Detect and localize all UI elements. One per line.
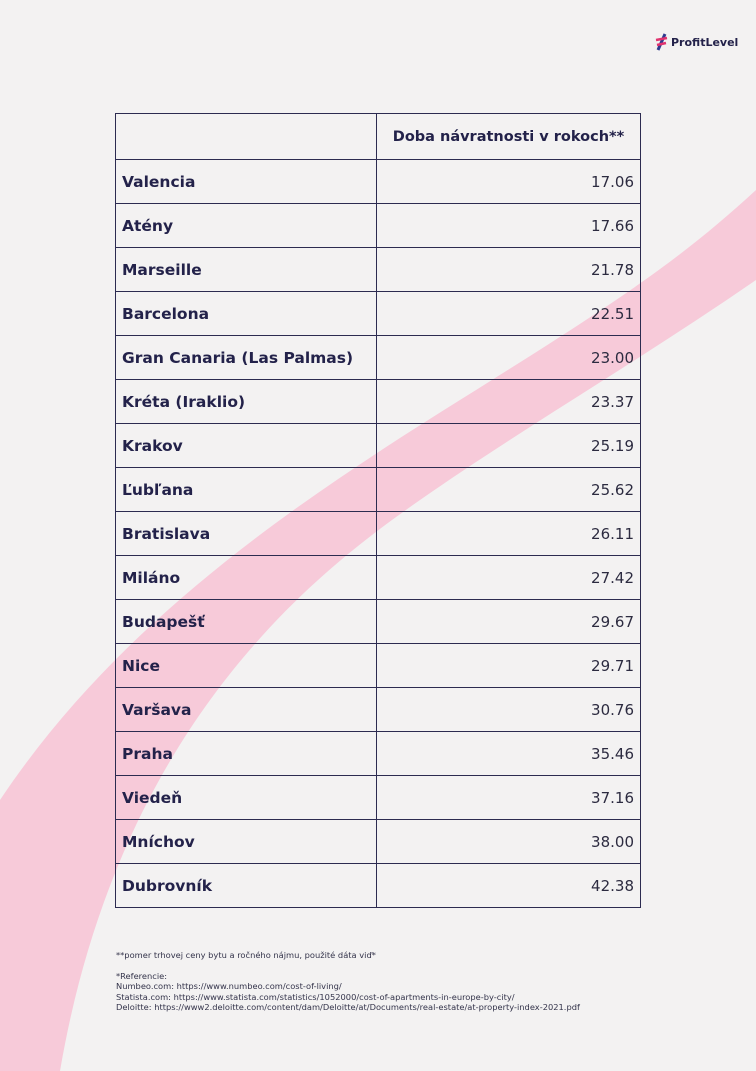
city-cell: Dubrovník	[115, 863, 377, 908]
table-row: Viedeň 37.16	[115, 775, 641, 820]
footnotes: **pomer trhovej ceny bytu a ročného nájm…	[116, 950, 580, 1013]
header-payback: Doba návratnosti v rokoch**	[376, 113, 641, 160]
table-row: Nice 29.71	[115, 643, 641, 688]
city-cell: Atény	[115, 203, 377, 248]
city-cell: Nice	[115, 643, 377, 688]
references-title: *Referencie:	[116, 970, 168, 981]
reference-numbeo: Numbeo.com: https://www.numbeo.com/cost-…	[116, 981, 342, 991]
table-header-row: Doba návratnosti v rokoch**	[115, 113, 641, 160]
payback-value-cell: 17.66	[376, 203, 641, 248]
payback-value-cell: 23.00	[376, 335, 641, 380]
table-row: Miláno 27.42	[115, 555, 641, 600]
table-row: Gran Canaria (Las Palmas) 23.00	[115, 335, 641, 380]
table-row: Mníchov 38.00	[115, 819, 641, 864]
table-row: Bratislava 26.11	[115, 511, 641, 556]
payback-value-cell: 26.11	[376, 511, 641, 556]
reference-deloitte: Deloitte: https://www2.deloitte.com/cont…	[116, 1002, 580, 1012]
table-row: Varšava 30.76	[115, 687, 641, 732]
table-row: Valencia 17.06	[115, 159, 641, 204]
payback-value-cell: 23.37	[376, 379, 641, 424]
city-cell: Viedeň	[115, 775, 377, 820]
city-cell: Gran Canaria (Las Palmas)	[115, 335, 377, 380]
payback-value-cell: 25.62	[376, 467, 641, 512]
city-cell: Valencia	[115, 159, 377, 204]
city-cell: Praha	[115, 731, 377, 776]
city-cell: Kréta (Iraklio)	[115, 379, 377, 424]
header-city	[115, 113, 377, 160]
city-cell: Bratislava	[115, 511, 377, 556]
table-row: Kréta (Iraklio) 23.37	[115, 379, 641, 424]
payback-value-cell: 35.46	[376, 731, 641, 776]
payback-value-cell: 17.06	[376, 159, 641, 204]
reference-statista: Statista.com: https://www.statista.com/s…	[116, 991, 515, 1002]
city-cell: Miláno	[115, 555, 377, 600]
payback-table: Doba návratnosti v rokoch** Valencia 17.0…	[115, 113, 641, 908]
logo-icon	[655, 33, 668, 51]
logo-text: ProfitLevel	[671, 35, 739, 49]
table-row: Atény 17.66	[115, 203, 641, 248]
payback-value-cell: 29.71	[376, 643, 641, 688]
city-cell: Krakov	[115, 423, 377, 468]
table-row: Praha 35.46	[115, 731, 641, 776]
city-cell: Budapešť	[115, 599, 377, 644]
payback-value-cell: 27.42	[376, 555, 641, 600]
table-row: Krakov 25.19	[115, 423, 641, 468]
payback-value-cell: 22.51	[376, 291, 641, 336]
payback-value-cell: 21.78	[376, 247, 641, 292]
city-cell: Barcelona	[115, 291, 377, 336]
table-row: Dubrovník 42.38	[115, 863, 641, 908]
city-cell: Marseille	[115, 247, 377, 292]
table-row: Barcelona 22.51	[115, 291, 641, 336]
payback-value-cell: 25.19	[376, 423, 641, 468]
city-cell: Varšava	[115, 687, 377, 732]
payback-value-cell: 37.16	[376, 775, 641, 820]
payback-value-cell: 42.38	[376, 863, 641, 908]
footnote-note: **pomer trhovej ceny bytu a ročného nájm…	[116, 950, 376, 960]
table-row: Ľubľana 25.62	[115, 467, 641, 512]
table-row: Marseille 21.78	[115, 247, 641, 292]
payback-value-cell: 38.00	[376, 819, 641, 864]
profitlevel-logo: ProfitLevel	[655, 33, 738, 51]
payback-value-cell: 30.76	[376, 687, 641, 732]
table-row: Budapešť 29.67	[115, 599, 641, 644]
payback-value-cell: 29.67	[376, 599, 641, 644]
city-cell: Mníchov	[115, 819, 377, 864]
city-cell: Ľubľana	[115, 467, 377, 512]
